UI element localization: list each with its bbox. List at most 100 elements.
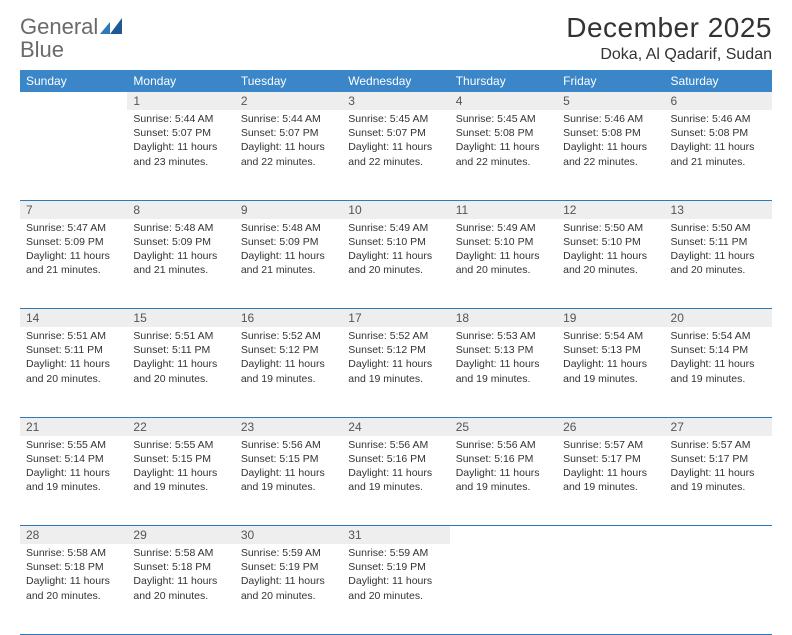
day-cell: Sunrise: 5:56 AMSunset: 5:16 PMDaylight:… <box>342 436 449 526</box>
day-number: 28 <box>20 526 127 544</box>
day-number-cell: 18 <box>450 309 557 328</box>
daylight-text: Daylight: 11 hours and 20 minutes. <box>563 249 658 277</box>
sunrise-text: Sunrise: 5:46 AM <box>563 112 658 126</box>
day-number-cell: 2 <box>235 92 342 110</box>
sunrise-text: Sunrise: 5:56 AM <box>348 438 443 452</box>
brand-logo: General Blue <box>20 12 124 62</box>
sunrise-text: Sunrise: 5:59 AM <box>348 546 443 560</box>
daylight-text: Daylight: 11 hours and 19 minutes. <box>26 466 121 494</box>
day-details: Sunrise: 5:58 AMSunset: 5:18 PMDaylight:… <box>20 544 127 607</box>
daylight-text: Daylight: 11 hours and 23 minutes. <box>133 140 228 168</box>
day-number: 20 <box>665 309 772 327</box>
day-cell: Sunrise: 5:52 AMSunset: 5:12 PMDaylight:… <box>235 327 342 417</box>
daylight-text: Daylight: 11 hours and 19 minutes. <box>133 466 228 494</box>
day-details: Sunrise: 5:56 AMSunset: 5:15 PMDaylight:… <box>235 436 342 499</box>
sunrise-text: Sunrise: 5:55 AM <box>26 438 121 452</box>
day-cell: Sunrise: 5:52 AMSunset: 5:12 PMDaylight:… <box>342 327 449 417</box>
sunrise-text: Sunrise: 5:48 AM <box>241 221 336 235</box>
day-cell: Sunrise: 5:57 AMSunset: 5:17 PMDaylight:… <box>665 436 772 526</box>
weekday-header: Tuesday <box>235 70 342 92</box>
day-details: Sunrise: 5:55 AMSunset: 5:14 PMDaylight:… <box>20 436 127 499</box>
daylight-text: Daylight: 11 hours and 19 minutes. <box>348 466 443 494</box>
day-number-cell: 6 <box>665 92 772 110</box>
day-details <box>557 544 664 550</box>
sunrise-text: Sunrise: 5:55 AM <box>133 438 228 452</box>
sunset-text: Sunset: 5:13 PM <box>456 343 551 357</box>
week-daynum-row: 78910111213 <box>20 200 772 219</box>
sunset-text: Sunset: 5:19 PM <box>241 560 336 574</box>
daylight-text: Daylight: 11 hours and 19 minutes. <box>348 357 443 385</box>
day-details: Sunrise: 5:56 AMSunset: 5:16 PMDaylight:… <box>450 436 557 499</box>
day-number: 25 <box>450 418 557 436</box>
daylight-text: Daylight: 11 hours and 20 minutes. <box>671 249 766 277</box>
day-cell: Sunrise: 5:50 AMSunset: 5:11 PMDaylight:… <box>665 219 772 309</box>
day-number-cell: 22 <box>127 417 234 436</box>
day-details: Sunrise: 5:58 AMSunset: 5:18 PMDaylight:… <box>127 544 234 607</box>
week-row: Sunrise: 5:58 AMSunset: 5:18 PMDaylight:… <box>20 544 772 634</box>
sunset-text: Sunset: 5:10 PM <box>456 235 551 249</box>
sunset-text: Sunset: 5:14 PM <box>26 452 121 466</box>
daylight-text: Daylight: 11 hours and 20 minutes. <box>348 249 443 277</box>
day-number-cell <box>450 526 557 545</box>
week-row: Sunrise: 5:55 AMSunset: 5:14 PMDaylight:… <box>20 436 772 526</box>
day-cell: Sunrise: 5:44 AMSunset: 5:07 PMDaylight:… <box>235 110 342 200</box>
sunrise-text: Sunrise: 5:57 AM <box>671 438 766 452</box>
day-number-cell <box>20 92 127 110</box>
day-number: 30 <box>235 526 342 544</box>
week-daynum-row: 14151617181920 <box>20 309 772 328</box>
day-number: 21 <box>20 418 127 436</box>
day-number: 6 <box>665 92 772 110</box>
day-cell: Sunrise: 5:58 AMSunset: 5:18 PMDaylight:… <box>20 544 127 634</box>
day-number-cell: 1 <box>127 92 234 110</box>
sunset-text: Sunset: 5:09 PM <box>133 235 228 249</box>
daylight-text: Daylight: 11 hours and 22 minutes. <box>563 140 658 168</box>
sunset-text: Sunset: 5:12 PM <box>241 343 336 357</box>
weekday-header: Friday <box>557 70 664 92</box>
sunrise-text: Sunrise: 5:52 AM <box>348 329 443 343</box>
page-header: General Blue December 2025 Doka, Al Qada… <box>20 12 772 64</box>
sunset-text: Sunset: 5:17 PM <box>671 452 766 466</box>
day-cell: Sunrise: 5:57 AMSunset: 5:17 PMDaylight:… <box>557 436 664 526</box>
day-cell: Sunrise: 5:47 AMSunset: 5:09 PMDaylight:… <box>20 219 127 309</box>
sunset-text: Sunset: 5:07 PM <box>241 126 336 140</box>
day-details: Sunrise: 5:46 AMSunset: 5:08 PMDaylight:… <box>665 110 772 173</box>
day-cell: Sunrise: 5:44 AMSunset: 5:07 PMDaylight:… <box>127 110 234 200</box>
sunset-text: Sunset: 5:15 PM <box>241 452 336 466</box>
day-details: Sunrise: 5:52 AMSunset: 5:12 PMDaylight:… <box>235 327 342 390</box>
day-number-cell: 8 <box>127 200 234 219</box>
day-details <box>450 544 557 550</box>
weekday-header: Wednesday <box>342 70 449 92</box>
daylight-text: Daylight: 11 hours and 19 minutes. <box>241 357 336 385</box>
daylight-text: Daylight: 11 hours and 22 minutes. <box>456 140 551 168</box>
daylight-text: Daylight: 11 hours and 20 minutes. <box>26 574 121 602</box>
daylight-text: Daylight: 11 hours and 21 minutes. <box>241 249 336 277</box>
daylight-text: Daylight: 11 hours and 19 minutes. <box>671 357 766 385</box>
sunrise-text: Sunrise: 5:58 AM <box>133 546 228 560</box>
daylight-text: Daylight: 11 hours and 19 minutes. <box>456 466 551 494</box>
week-row: Sunrise: 5:44 AMSunset: 5:07 PMDaylight:… <box>20 110 772 200</box>
sunrise-text: Sunrise: 5:49 AM <box>348 221 443 235</box>
sunrise-text: Sunrise: 5:53 AM <box>456 329 551 343</box>
daylight-text: Daylight: 11 hours and 19 minutes. <box>456 357 551 385</box>
day-cell: Sunrise: 5:45 AMSunset: 5:08 PMDaylight:… <box>450 110 557 200</box>
day-details: Sunrise: 5:46 AMSunset: 5:08 PMDaylight:… <box>557 110 664 173</box>
day-cell: Sunrise: 5:58 AMSunset: 5:18 PMDaylight:… <box>127 544 234 634</box>
day-number-cell: 29 <box>127 526 234 545</box>
day-details: Sunrise: 5:57 AMSunset: 5:17 PMDaylight:… <box>665 436 772 499</box>
day-number-cell: 9 <box>235 200 342 219</box>
day-details <box>20 110 127 116</box>
day-number-cell: 23 <box>235 417 342 436</box>
day-cell: Sunrise: 5:55 AMSunset: 5:14 PMDaylight:… <box>20 436 127 526</box>
day-number: 29 <box>127 526 234 544</box>
day-details: Sunrise: 5:50 AMSunset: 5:10 PMDaylight:… <box>557 219 664 282</box>
week-daynum-row: 123456 <box>20 92 772 110</box>
weekday-header: Saturday <box>665 70 772 92</box>
day-cell: Sunrise: 5:59 AMSunset: 5:19 PMDaylight:… <box>342 544 449 634</box>
day-number-cell: 14 <box>20 309 127 328</box>
daylight-text: Daylight: 11 hours and 19 minutes. <box>241 466 336 494</box>
day-number-cell: 13 <box>665 200 772 219</box>
sunset-text: Sunset: 5:07 PM <box>133 126 228 140</box>
sunset-text: Sunset: 5:19 PM <box>348 560 443 574</box>
day-number: 24 <box>342 418 449 436</box>
day-details: Sunrise: 5:49 AMSunset: 5:10 PMDaylight:… <box>342 219 449 282</box>
